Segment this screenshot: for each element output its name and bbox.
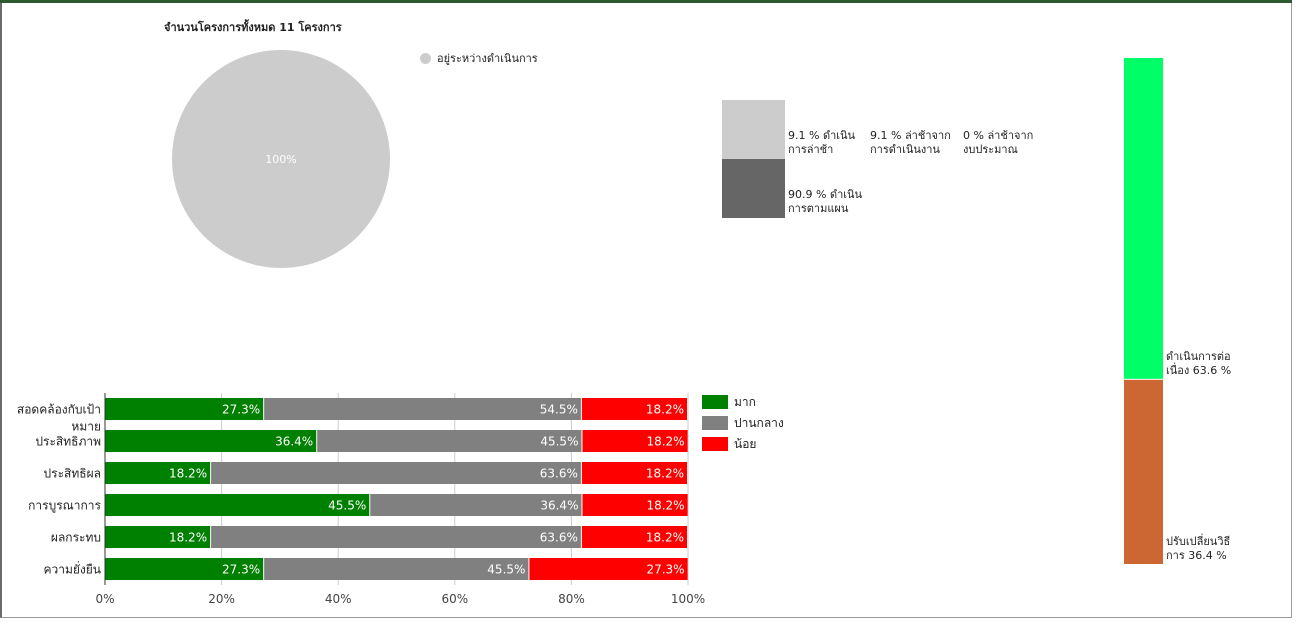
bar-data-label: 18.2%: [646, 403, 684, 417]
status-legend-delayed-line1: 9.1 % ดำเนิน: [788, 129, 856, 142]
bar-data-label: 45.5%: [487, 563, 525, 577]
legend-swatch: [702, 395, 728, 409]
continuation-bar: [1124, 58, 1163, 564]
legend-swatch: [702, 437, 728, 451]
x-tick-label: 100%: [671, 592, 705, 606]
bar-data-label: 36.4%: [540, 499, 578, 513]
bar-data-label: 27.3%: [222, 563, 260, 577]
bar-data-label: 18.2%: [646, 499, 684, 513]
continuation-label-continue-line1: ดำเนินการต่อ: [1166, 350, 1231, 363]
x-tick-label: 60%: [441, 592, 468, 606]
bar-segment[interactable]: [529, 558, 688, 580]
bar-data-label: 27.3%: [222, 403, 260, 417]
status-legend-delayed: 9.1 % ดำเนิน การล่าช้า: [788, 129, 855, 157]
bar-data-label: 63.6%: [540, 467, 578, 481]
bar-data-label: 27.3%: [646, 563, 684, 577]
status-legend-operation-delay-line2: การดำเนินงาน: [870, 143, 940, 156]
category-label: ประสิทธิผล: [44, 467, 101, 481]
continuation-label-continue-line2: เนื่อง 63.6 %: [1166, 364, 1232, 377]
bar-segment[interactable]: [264, 558, 529, 580]
bar-data-label: 63.6%: [540, 531, 578, 545]
pie-chart: 100%: [172, 50, 390, 268]
category-label: ผลกระทบ: [51, 531, 101, 545]
continuation-label-continue: ดำเนินการต่อ เนื่อง 63.6 %: [1166, 350, 1231, 378]
legend-label: มาก: [734, 395, 756, 409]
bar-data-label: 45.5%: [540, 435, 578, 449]
bar-data-label: 18.2%: [169, 531, 207, 545]
status-legend-operation-delay: 9.1 % ล่าช้าจาก การดำเนินงาน: [870, 129, 951, 157]
bar-data-label: 18.2%: [646, 467, 684, 481]
bar-data-label: 18.2%: [646, 531, 684, 545]
continuation-segment-0[interactable]: [1124, 58, 1163, 379]
bar-segment[interactable]: [105, 526, 211, 548]
bar-segment[interactable]: [317, 430, 582, 452]
status-legend-budget-delay: 0 % ล่าช้าจาก งบประมาณ: [963, 129, 1033, 157]
status-legend-on-plan-line2: การตามแผน: [788, 202, 849, 215]
bar-segment[interactable]: [582, 494, 688, 516]
x-tick-label: 0%: [95, 592, 114, 606]
pie-legend-label: อยู่ระหว่างดำเนินการ: [437, 52, 538, 65]
status-swatch-on-plan: [722, 159, 785, 218]
bar-segment[interactable]: [105, 462, 211, 484]
bar-data-label: 45.5%: [328, 499, 366, 513]
bar-segment[interactable]: [581, 462, 687, 484]
evaluation-bar-chart: 0% 20% 40% 60% 80% 100% 27.3% 54.5% 18.2% สอดคล้อ…: [17, 393, 784, 606]
bar-segment[interactable]: [105, 430, 317, 452]
bar-data-label: 36.4%: [275, 435, 313, 449]
pie-title: จำนวนโครงการทั้งหมด 11 โครงการ: [164, 21, 342, 34]
pie-legend-dot: [420, 52, 431, 64]
category-label: หมาย: [71, 420, 101, 434]
bar-segment[interactable]: [211, 526, 581, 548]
legend-label: ปานกลาง: [734, 416, 784, 430]
category-label: สอดคล้องกับเป้า: [17, 403, 101, 417]
x-tick-label: 20%: [208, 592, 235, 606]
pie-legend: อยู่ระหว่างดำเนินการ: [420, 49, 538, 67]
legend-label: น้อย: [734, 437, 756, 451]
bar-data-label: 18.2%: [646, 435, 684, 449]
status-legend-operation-delay-line1: 9.1 % ล่าช้าจาก: [870, 129, 951, 142]
continuation-segment-1[interactable]: [1124, 379, 1163, 564]
pie-slice-in-progress[interactable]: [172, 50, 390, 268]
category-label: การบูรณาการ: [28, 499, 101, 514]
category-label: ความยั่งยืน: [43, 561, 101, 577]
x-tick-label: 40%: [325, 592, 352, 606]
continuation-label-change-line1: ปรับเปลี่ยนวิธี: [1166, 535, 1231, 548]
status-legend-delayed-line2: การล่าช้า: [788, 143, 834, 156]
continuation-label-change-line2: การ 36.4 %: [1166, 549, 1227, 562]
status-legend-on-plan: 90.9 % ดำเนิน การตามแผน: [788, 188, 862, 216]
status-legend-on-plan-line1: 90.9 % ดำเนิน: [788, 188, 863, 201]
status-swatch-delayed: [722, 100, 785, 159]
category-label: ประสิทธิภาพ: [35, 435, 101, 449]
continuation-label-change: ปรับเปลี่ยนวิธี การ 36.4 %: [1166, 535, 1230, 563]
bar-segment[interactable]: [370, 494, 582, 516]
status-legend-budget-delay-line1: 0 % ล่าช้าจาก: [963, 129, 1034, 142]
x-tick-label: 80%: [558, 592, 585, 606]
bar-segment[interactable]: [582, 430, 688, 452]
bar-segment[interactable]: [264, 398, 581, 420]
bar-segment[interactable]: [581, 398, 687, 420]
bar-segment[interactable]: [105, 398, 264, 420]
bar-data-label: 54.5%: [540, 403, 578, 417]
bar-data-label: 18.2%: [169, 467, 207, 481]
bar-segment[interactable]: [105, 494, 370, 516]
legend-swatch: [702, 416, 728, 430]
bar-segment[interactable]: [211, 462, 581, 484]
pie-slice-label: 100%: [265, 153, 296, 166]
status-legend-budget-delay-line2: งบประมาณ: [963, 143, 1018, 156]
bar-segment[interactable]: [105, 558, 264, 580]
top-border: [0, 0, 1292, 3]
bar-segment[interactable]: [581, 526, 687, 548]
